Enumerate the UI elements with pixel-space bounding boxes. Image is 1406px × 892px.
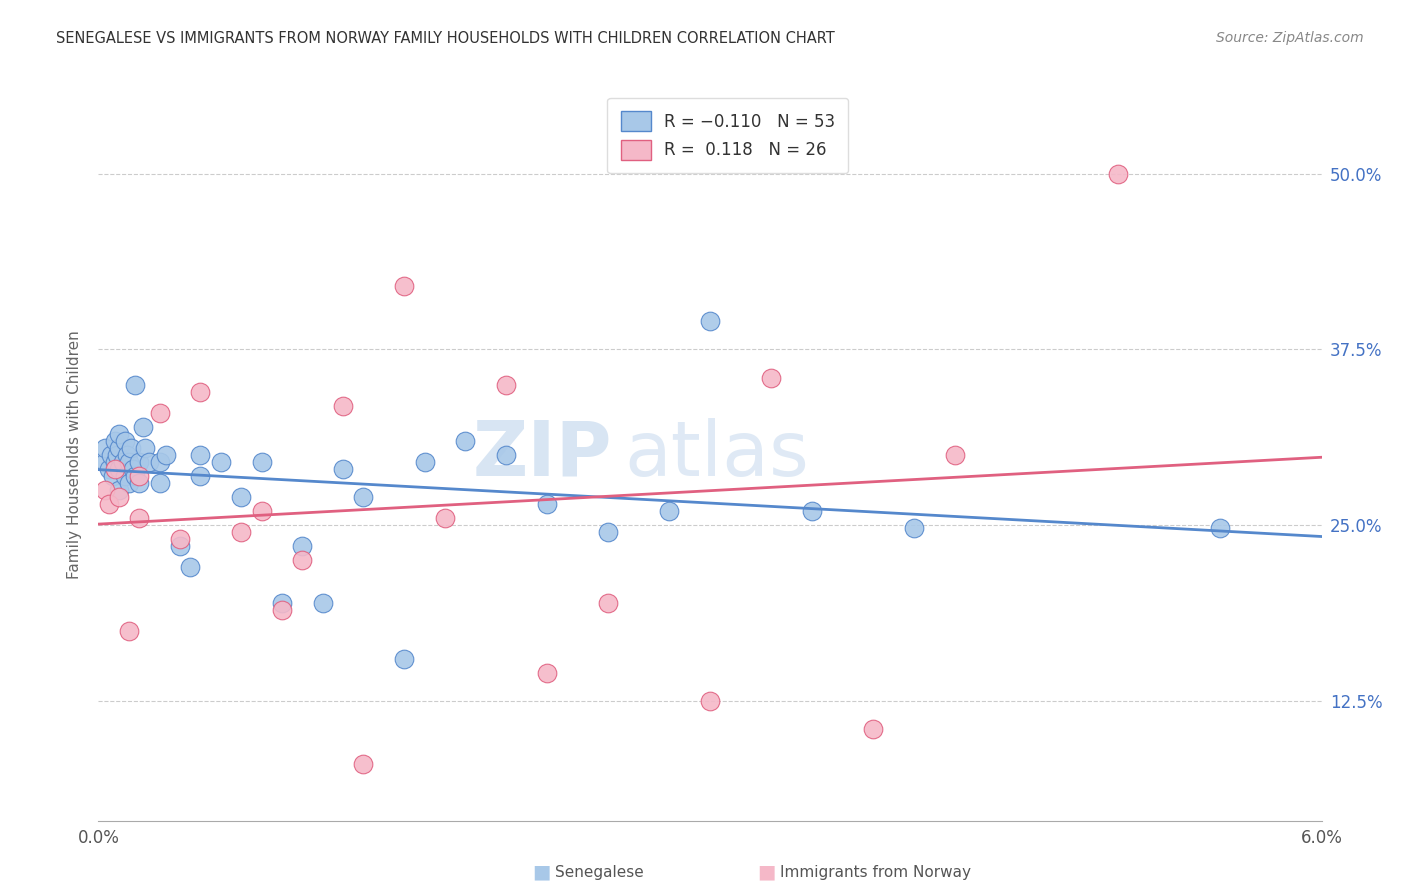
Point <box>155 448 177 462</box>
Point <box>108 462 131 476</box>
Point <box>801 504 824 518</box>
Point <box>122 462 145 476</box>
Point <box>115 448 138 462</box>
Point <box>105 448 128 462</box>
Legend: R = −0.110   N = 53, R =  0.118   N = 26: R = −0.110 N = 53, R = 0.118 N = 26 <box>607 97 848 173</box>
Point <box>231 525 253 540</box>
Text: Immigrants from Norway: Immigrants from Norway <box>780 865 972 880</box>
Point <box>862 723 884 737</box>
Point <box>454 434 477 448</box>
Point <box>179 560 201 574</box>
Point <box>209 455 232 469</box>
Point <box>270 602 292 616</box>
Point <box>108 426 131 441</box>
Point <box>100 448 122 462</box>
Point <box>392 279 416 293</box>
Point <box>188 448 212 462</box>
Point <box>128 511 150 525</box>
Point <box>128 455 150 469</box>
Point <box>97 497 120 511</box>
Point <box>114 469 136 483</box>
Point <box>352 757 374 772</box>
Point <box>188 469 212 483</box>
Text: SENEGALESE VS IMMIGRANTS FROM NORWAY FAMILY HOUSEHOLDS WITH CHILDREN CORRELATION: SENEGALESE VS IMMIGRANTS FROM NORWAY FAM… <box>56 31 835 46</box>
Point <box>413 455 436 469</box>
Point <box>598 596 620 610</box>
Point <box>250 455 273 469</box>
Point <box>118 455 141 469</box>
Point <box>291 539 314 553</box>
Point <box>699 694 721 708</box>
Point <box>93 455 115 469</box>
Point <box>495 448 517 462</box>
Text: ■: ■ <box>531 863 551 882</box>
Point <box>658 504 681 518</box>
Point <box>97 462 120 476</box>
Point <box>598 525 620 540</box>
Point <box>149 406 172 420</box>
Text: Senegalese: Senegalese <box>555 865 644 880</box>
Point <box>124 469 146 483</box>
Point <box>132 419 155 434</box>
Y-axis label: Family Households with Children: Family Households with Children <box>67 331 83 579</box>
Point <box>536 665 558 680</box>
Point <box>433 511 456 525</box>
Point <box>134 441 156 455</box>
Point <box>291 553 314 567</box>
Point <box>231 490 253 504</box>
Point <box>149 455 172 469</box>
Text: atlas: atlas <box>624 418 810 491</box>
Point <box>124 377 146 392</box>
Point <box>250 504 273 518</box>
Point <box>332 462 354 476</box>
Point <box>118 476 141 491</box>
Point <box>536 497 558 511</box>
Point <box>104 434 127 448</box>
Point <box>943 448 966 462</box>
Point <box>118 624 141 638</box>
Text: Source: ZipAtlas.com: Source: ZipAtlas.com <box>1216 31 1364 45</box>
Point <box>101 469 124 483</box>
Point <box>332 399 354 413</box>
Point <box>699 314 721 328</box>
Point <box>108 483 131 497</box>
Point <box>93 441 115 455</box>
Point <box>93 483 115 497</box>
Point <box>169 539 191 553</box>
Text: ZIP: ZIP <box>472 418 612 491</box>
Point <box>392 652 416 666</box>
Point <box>149 476 172 491</box>
Point <box>128 469 150 483</box>
Point <box>128 476 150 491</box>
Point <box>188 384 212 399</box>
Point <box>169 533 191 547</box>
Point <box>114 434 136 448</box>
Point <box>104 462 127 476</box>
Point <box>111 455 134 469</box>
Point <box>270 596 292 610</box>
Point <box>138 455 160 469</box>
Point <box>761 370 783 384</box>
Point <box>495 377 517 392</box>
Point <box>104 455 127 469</box>
Point <box>311 596 335 610</box>
Point <box>120 441 142 455</box>
Point <box>352 490 374 504</box>
Point <box>108 441 131 455</box>
Point <box>903 521 925 535</box>
Point <box>1208 521 1232 535</box>
Text: ■: ■ <box>756 863 776 882</box>
Point <box>1107 167 1129 181</box>
Point <box>108 490 131 504</box>
